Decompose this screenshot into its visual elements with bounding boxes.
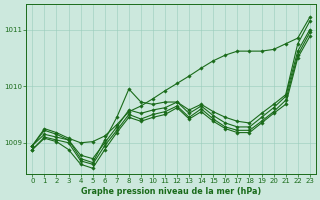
X-axis label: Graphe pression niveau de la mer (hPa): Graphe pression niveau de la mer (hPa) <box>81 187 261 196</box>
